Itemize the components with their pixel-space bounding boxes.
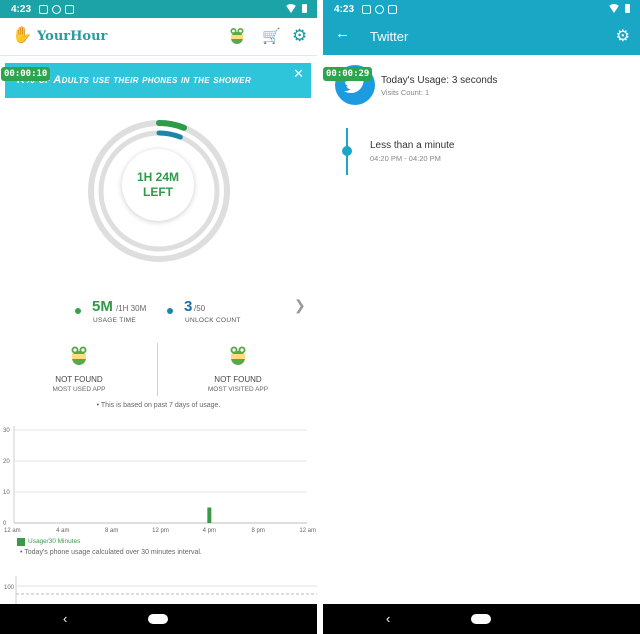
banner-text: K% of Adults use their phones in the sho… — [17, 74, 252, 86]
fact-banner[interactable]: K% of Adults use their phones in the sho… — [5, 63, 311, 98]
most-used-title: NOT FOUND — [55, 375, 103, 384]
back-arrow-icon[interactable]: ← — [335, 25, 350, 42]
unlock-count-label: UNLOCK COUNT — [185, 317, 241, 324]
unlock-count-total: /50 — [194, 304, 206, 313]
battery-icon — [625, 4, 630, 13]
time-left-card[interactable]: 1H 24M LEFT — [122, 149, 194, 221]
x-tick-label: 8 pm — [251, 528, 264, 534]
x-tick-label: 12 am — [299, 528, 316, 534]
y-tick-label: 0 — [3, 521, 7, 527]
unlock-dot — [167, 308, 173, 314]
notification-icons — [362, 4, 398, 14]
visits-count: Visits Count: 1 — [381, 88, 430, 97]
usage-time-label: USAGE TIME — [93, 317, 136, 324]
notification-icon — [362, 4, 372, 14]
todays-usage: Today's Usage: 3 seconds — [381, 75, 498, 86]
notification-icons — [39, 4, 75, 14]
x-tick-label: 4 pm — [203, 528, 216, 534]
notification-icon — [375, 4, 385, 14]
most-visited-title: NOT FOUND — [214, 375, 262, 384]
time-left-value: 1H 24M — [136, 170, 180, 184]
wifi-icon — [285, 4, 297, 13]
close-icon[interactable]: ✕ — [293, 66, 304, 81]
home-button[interactable] — [148, 614, 168, 624]
status-bar: 4:23 — [0, 0, 317, 18]
nav-bar: ‹ — [0, 604, 317, 634]
notification-icon — [39, 4, 49, 14]
usage-ring — [88, 120, 230, 262]
y-tick-label: 20 — [3, 459, 10, 465]
usage-note: • This is based on past 7 days of usage. — [96, 402, 221, 409]
legend-label: Usage/30 Minutes — [28, 538, 81, 545]
detail-app-bar: ← Twitter ⚙ — [323, 18, 640, 55]
unlock-count-value: 3 — [184, 298, 193, 315]
battery-icon — [302, 4, 307, 13]
app-bar: ✋ YourHour 🛒 ⚙ — [0, 18, 317, 56]
usage-chart: 0 10 20 30 12 am 4 am 8 am 12 pm 4 pm 8 pm 12 am — [3, 426, 316, 534]
cart-icon[interactable]: 🛒 — [262, 28, 281, 45]
unlock-progress-arc — [98, 130, 220, 252]
x-tick-label: 12 am — [4, 528, 21, 534]
y-tick-label: 10 — [3, 490, 10, 496]
back-icon[interactable]: ‹ — [63, 611, 68, 626]
secondary-chart: 100 — [4, 576, 317, 604]
status-bar: 4:23 — [323, 0, 640, 18]
time-left-label: LEFT — [143, 185, 173, 199]
app-name: YourHour — [37, 29, 108, 44]
stats-divider — [157, 343, 158, 396]
notification-icon — [65, 4, 75, 14]
frog-icon — [230, 346, 246, 365]
frog-icon[interactable] — [228, 26, 246, 46]
wifi-icon — [608, 4, 620, 13]
status-time: 4:23 — [334, 3, 355, 15]
screen-divider — [317, 0, 323, 634]
usage-time-total: /1H 30M — [116, 304, 147, 313]
y-tick-label: 100 — [4, 585, 15, 591]
status-time: 4:23 — [11, 3, 32, 15]
usage-timer-badge: 00:00:29 — [323, 67, 373, 81]
notification-icon — [52, 4, 62, 14]
most-visited-label: MOST VISITED APP — [207, 386, 269, 393]
yourhour-main-screen: 4:23 ✋ YourHour 🛒 ⚙ K% of Adults use the… — [0, 0, 317, 634]
x-tick-label: 12 pm — [152, 528, 169, 534]
system-icons — [285, 4, 307, 13]
usage-time-value: 5M — [92, 298, 113, 315]
timeline-dot — [342, 146, 352, 156]
usage-progress-arc — [88, 120, 230, 262]
x-tick-label: 4 am — [56, 528, 69, 534]
chevron-right-icon[interactable]: ❯ — [294, 297, 306, 313]
usage-dot — [75, 308, 81, 314]
home-button[interactable] — [471, 614, 491, 624]
app-detail-screen: 4:23 ← Twitter ⚙ 00:00:29 Today's Usage:… — [323, 0, 640, 634]
hand-logo-icon: ✋ — [12, 27, 32, 44]
usage-bar — [207, 507, 212, 523]
timeline-entry-time: 04:20 PM - 04:20 PM — [370, 154, 441, 163]
gear-icon[interactable]: ⚙ — [615, 28, 630, 45]
timeline-entry-title: Less than a minute — [370, 140, 455, 151]
legend-swatch — [17, 538, 25, 546]
chart-note: • Today's phone usage calculated over 30… — [20, 549, 202, 556]
system-icons — [608, 4, 630, 13]
page-title: Twitter — [370, 29, 409, 44]
most-used-label: MOST USED APP — [52, 386, 106, 393]
notification-icon — [388, 4, 398, 14]
y-tick-label: 30 — [3, 428, 10, 434]
frog-icon — [71, 346, 87, 365]
x-tick-label: 8 am — [105, 528, 118, 534]
back-icon[interactable]: ‹ — [386, 611, 391, 626]
usage-timer-badge: 00:00:10 — [1, 67, 51, 81]
nav-bar: ‹ — [323, 604, 640, 634]
gear-icon[interactable]: ⚙ — [292, 26, 308, 45]
